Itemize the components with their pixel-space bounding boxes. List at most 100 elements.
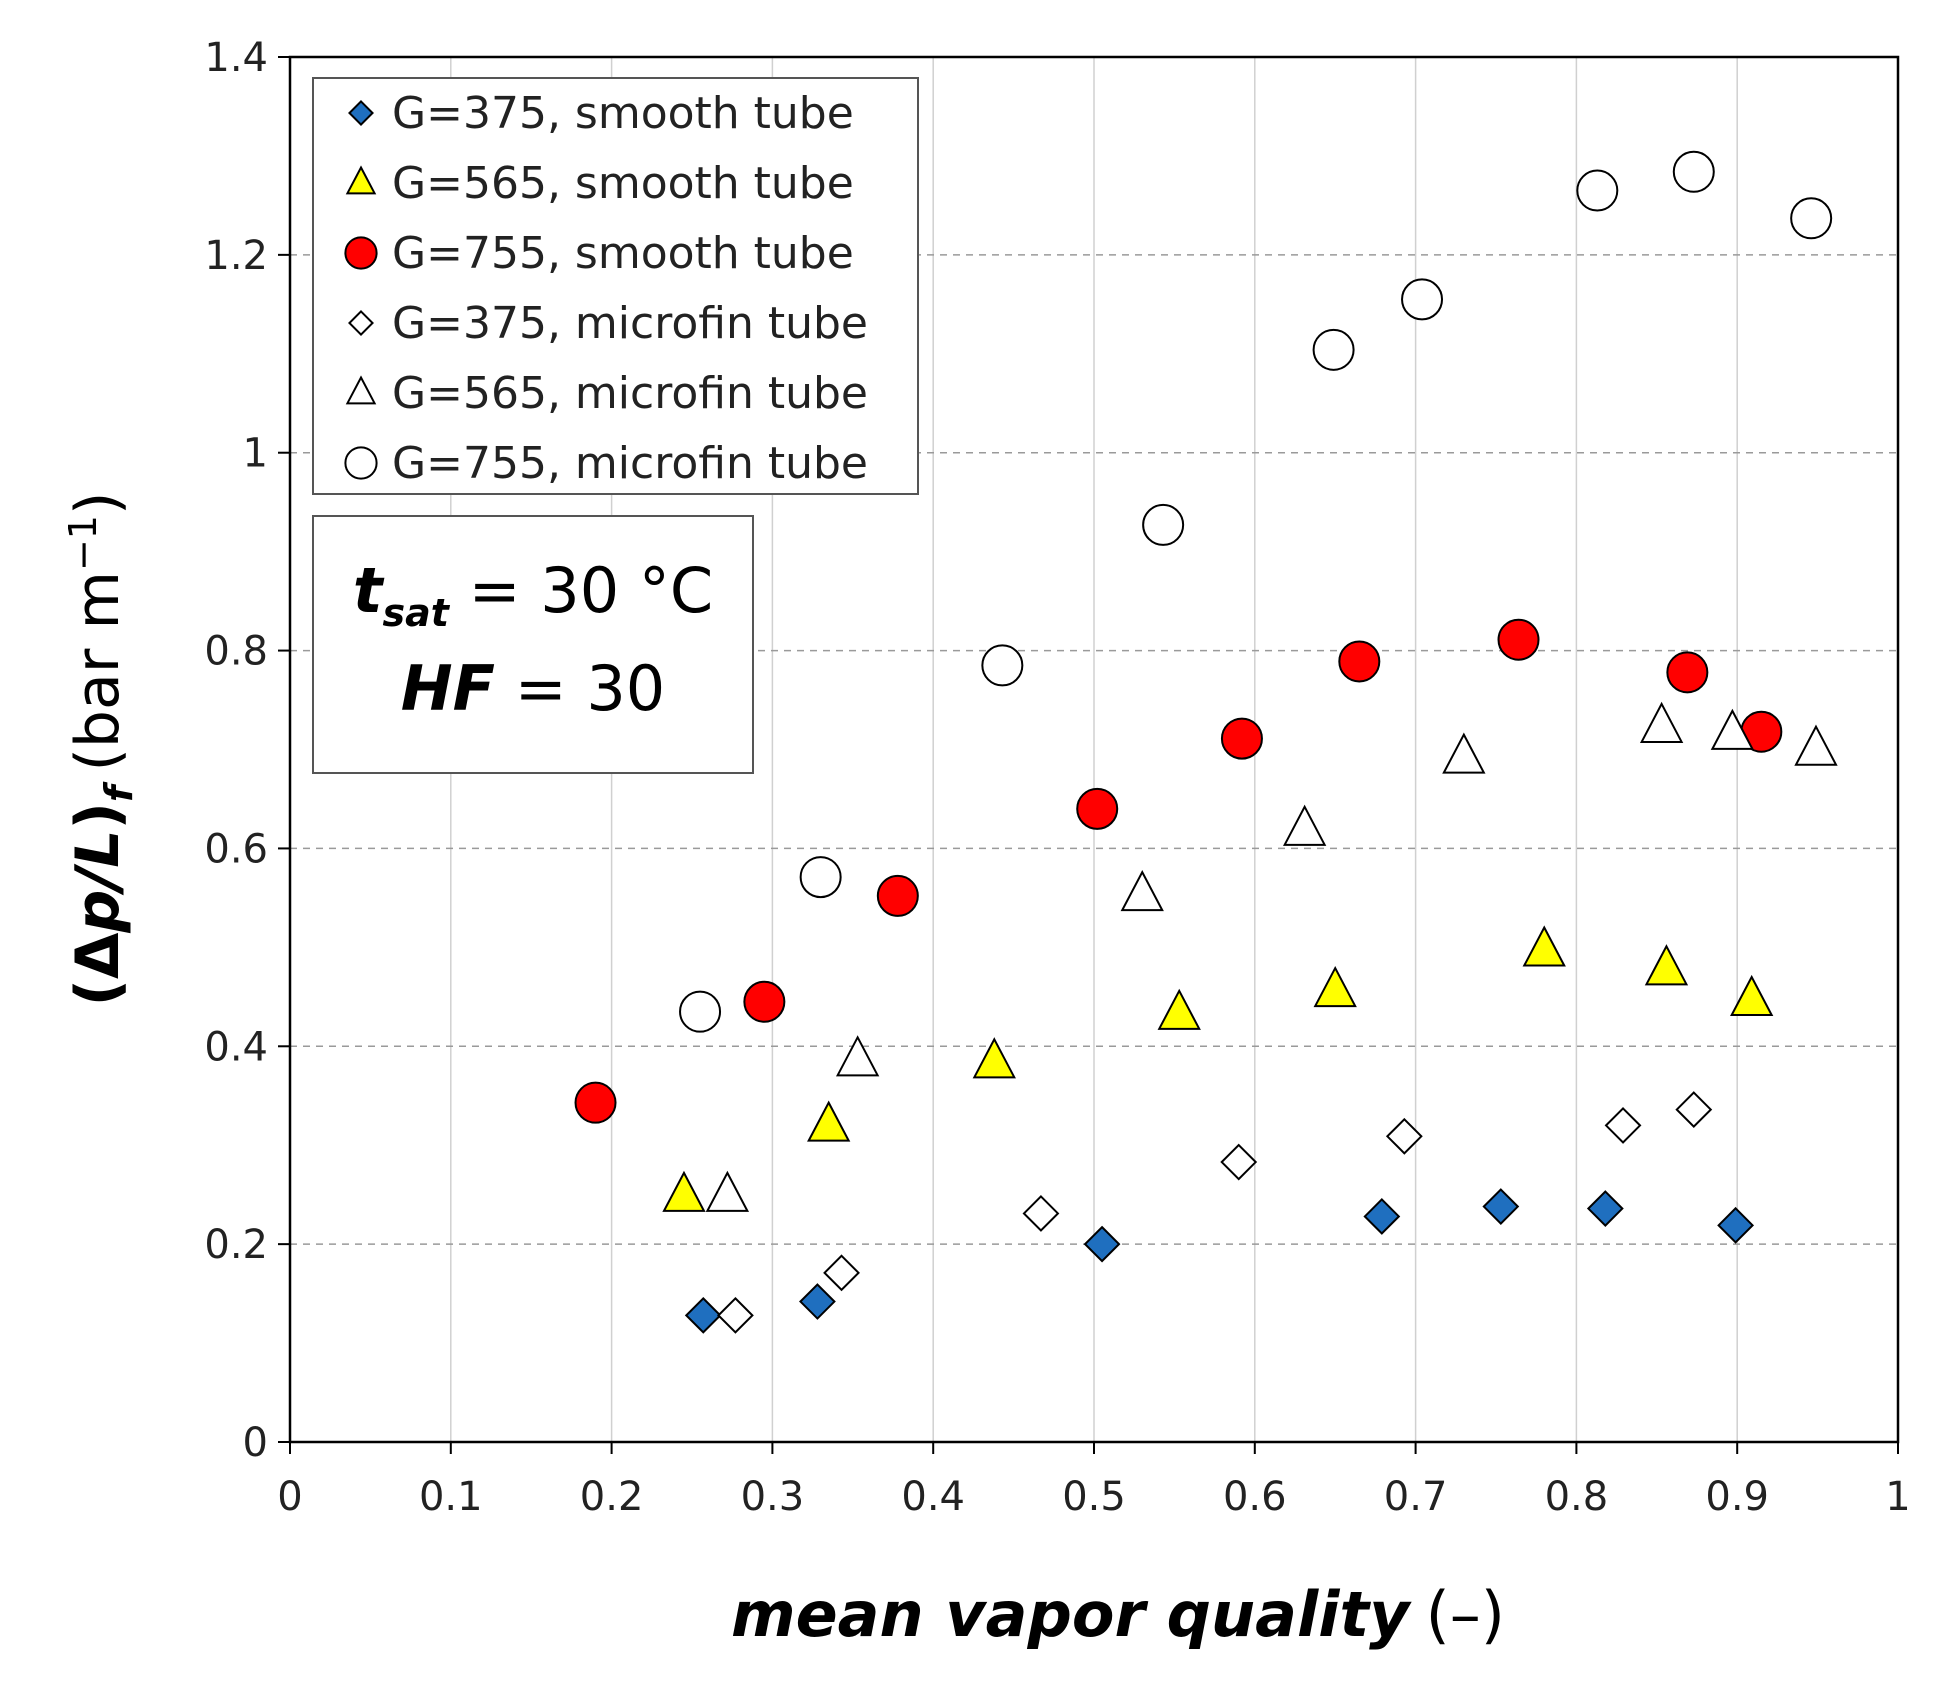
data-point: [1363, 1198, 1401, 1235]
data-point: [1442, 732, 1486, 774]
series-6: [679, 150, 1833, 1033]
data-point: [574, 1081, 617, 1124]
legend-marker: [344, 446, 378, 480]
annotation-hf: HF = 30: [401, 652, 666, 725]
legend-label: G=565, microfin tube: [392, 368, 868, 419]
annotation-tsat-value: = 30 °C: [449, 554, 713, 627]
data-point: [972, 1037, 1016, 1079]
annotation-tsat: tsat = 30 °C: [353, 554, 713, 635]
data-point: [1790, 197, 1833, 240]
data-point: [981, 644, 1024, 687]
y-axis-title-unit-close: ): [63, 492, 133, 515]
data-point: [1120, 869, 1164, 912]
x-tick-label: 0.1: [419, 1474, 483, 1520]
data-point: [1282, 804, 1327, 846]
legend-label: G=755, smooth tube: [392, 228, 854, 279]
data-point: [1666, 651, 1709, 694]
y-axis-title-open: (: [63, 979, 133, 1006]
data-point: [1401, 278, 1444, 321]
series-1: [684, 1188, 1755, 1334]
y-tick-label: 1: [243, 431, 268, 477]
x-tick-label: 0.8: [1545, 1474, 1609, 1520]
x-tick-label: 0.5: [1062, 1474, 1126, 1520]
data-point: [1220, 1143, 1258, 1181]
data-point: [1312, 328, 1355, 371]
x-tick-label: 0.3: [741, 1474, 805, 1520]
x-axis-title-unit: (–): [1426, 1578, 1505, 1651]
y-axis-title-unit: (bar m: [63, 571, 133, 771]
data-point: [799, 856, 842, 899]
legend-entries: G=375, smooth tube G=565, smooth tube G=75…: [344, 88, 868, 489]
data-point: [823, 1254, 860, 1292]
data-point: [1083, 1225, 1121, 1263]
data-point: [1157, 988, 1201, 1030]
series-4: [717, 1091, 1713, 1334]
axis-ticks: 0 0.1 0.2 0.3 0.4 0.5 0.6 0.7 0.8 0.9 1 0 0.2 0.4 0.6 0…: [204, 35, 1910, 1520]
data-point: [662, 1170, 706, 1212]
y-axis-title-delta: Δ: [63, 932, 133, 979]
y-axis-title: (Δp/L)f(bar m−1): [61, 492, 141, 1007]
x-tick-label: 0: [277, 1474, 302, 1520]
data-point: [1482, 1188, 1520, 1225]
annotation-hf-var: HF: [401, 652, 495, 725]
y-tick-label: 1.2: [204, 233, 268, 279]
annotation-hf-value: = 30: [495, 652, 665, 725]
legend-label: G=755, microfin tube: [392, 438, 868, 489]
data-point: [1522, 925, 1566, 967]
legend-label: G=565, smooth tube: [392, 158, 854, 209]
annotation-tsat-var: t: [353, 554, 385, 627]
data-point: [1730, 974, 1774, 1016]
x-tick-label: 1: [1885, 1474, 1910, 1520]
data-point: [1794, 724, 1838, 766]
data-point: [705, 1170, 750, 1212]
data-point: [1644, 944, 1689, 986]
data-point: [743, 980, 786, 1023]
y-axis-title-var: p/L: [63, 829, 133, 933]
annotation-frame: [312, 515, 754, 774]
y-tick-label: 0.4: [204, 1024, 268, 1070]
data-point: [1672, 150, 1715, 193]
y-axis-title-sub: f: [97, 781, 141, 802]
x-tick-label: 0.6: [1223, 1474, 1287, 1520]
data-point: [1313, 965, 1357, 1008]
data-point: [1220, 717, 1263, 760]
data-point: [1710, 708, 1755, 750]
legend: G=375, smooth tube G=565, smooth tube G=75…: [312, 77, 919, 495]
y-tick-label: 0.6: [204, 826, 268, 872]
data-point: [876, 874, 919, 917]
data-point: [1022, 1195, 1060, 1232]
legend-marker: [348, 100, 374, 126]
legend-label: G=375, microfin tube: [392, 298, 868, 349]
data-series: [574, 150, 1838, 1334]
data-point: [1385, 1117, 1423, 1155]
data-point: [1675, 1091, 1713, 1129]
y-tick-label: 0: [243, 1420, 268, 1466]
series-3: [574, 618, 1783, 1124]
data-point: [1639, 701, 1684, 743]
data-point: [1576, 169, 1619, 212]
data-point: [1717, 1206, 1755, 1244]
data-point: [1586, 1190, 1624, 1227]
data-point: [799, 1283, 836, 1320]
x-tick-label: 0.4: [901, 1474, 965, 1520]
series-2: [662, 925, 1774, 1212]
data-point: [835, 1035, 880, 1077]
data-point: [717, 1296, 754, 1334]
legend-label: G=375, smooth tube: [392, 88, 854, 139]
data-point: [1142, 503, 1185, 546]
x-tick-label: 0.7: [1384, 1474, 1448, 1520]
data-point: [679, 990, 722, 1033]
annotation-tsat-sub: sat: [382, 591, 450, 635]
legend-marker: [345, 375, 377, 405]
data-point: [807, 1100, 851, 1142]
y-tick-label: 1.4: [204, 35, 268, 81]
series-5: [705, 701, 1838, 1212]
legend-marker: [345, 165, 377, 195]
annotation-box: tsat = 30 °C HF = 30: [312, 515, 754, 774]
legend-marker: [348, 310, 374, 336]
y-tick-label: 0.8: [204, 629, 268, 675]
y-axis-title-close: ): [63, 802, 133, 829]
data-point: [1604, 1107, 1642, 1144]
data-point: [1497, 618, 1540, 661]
